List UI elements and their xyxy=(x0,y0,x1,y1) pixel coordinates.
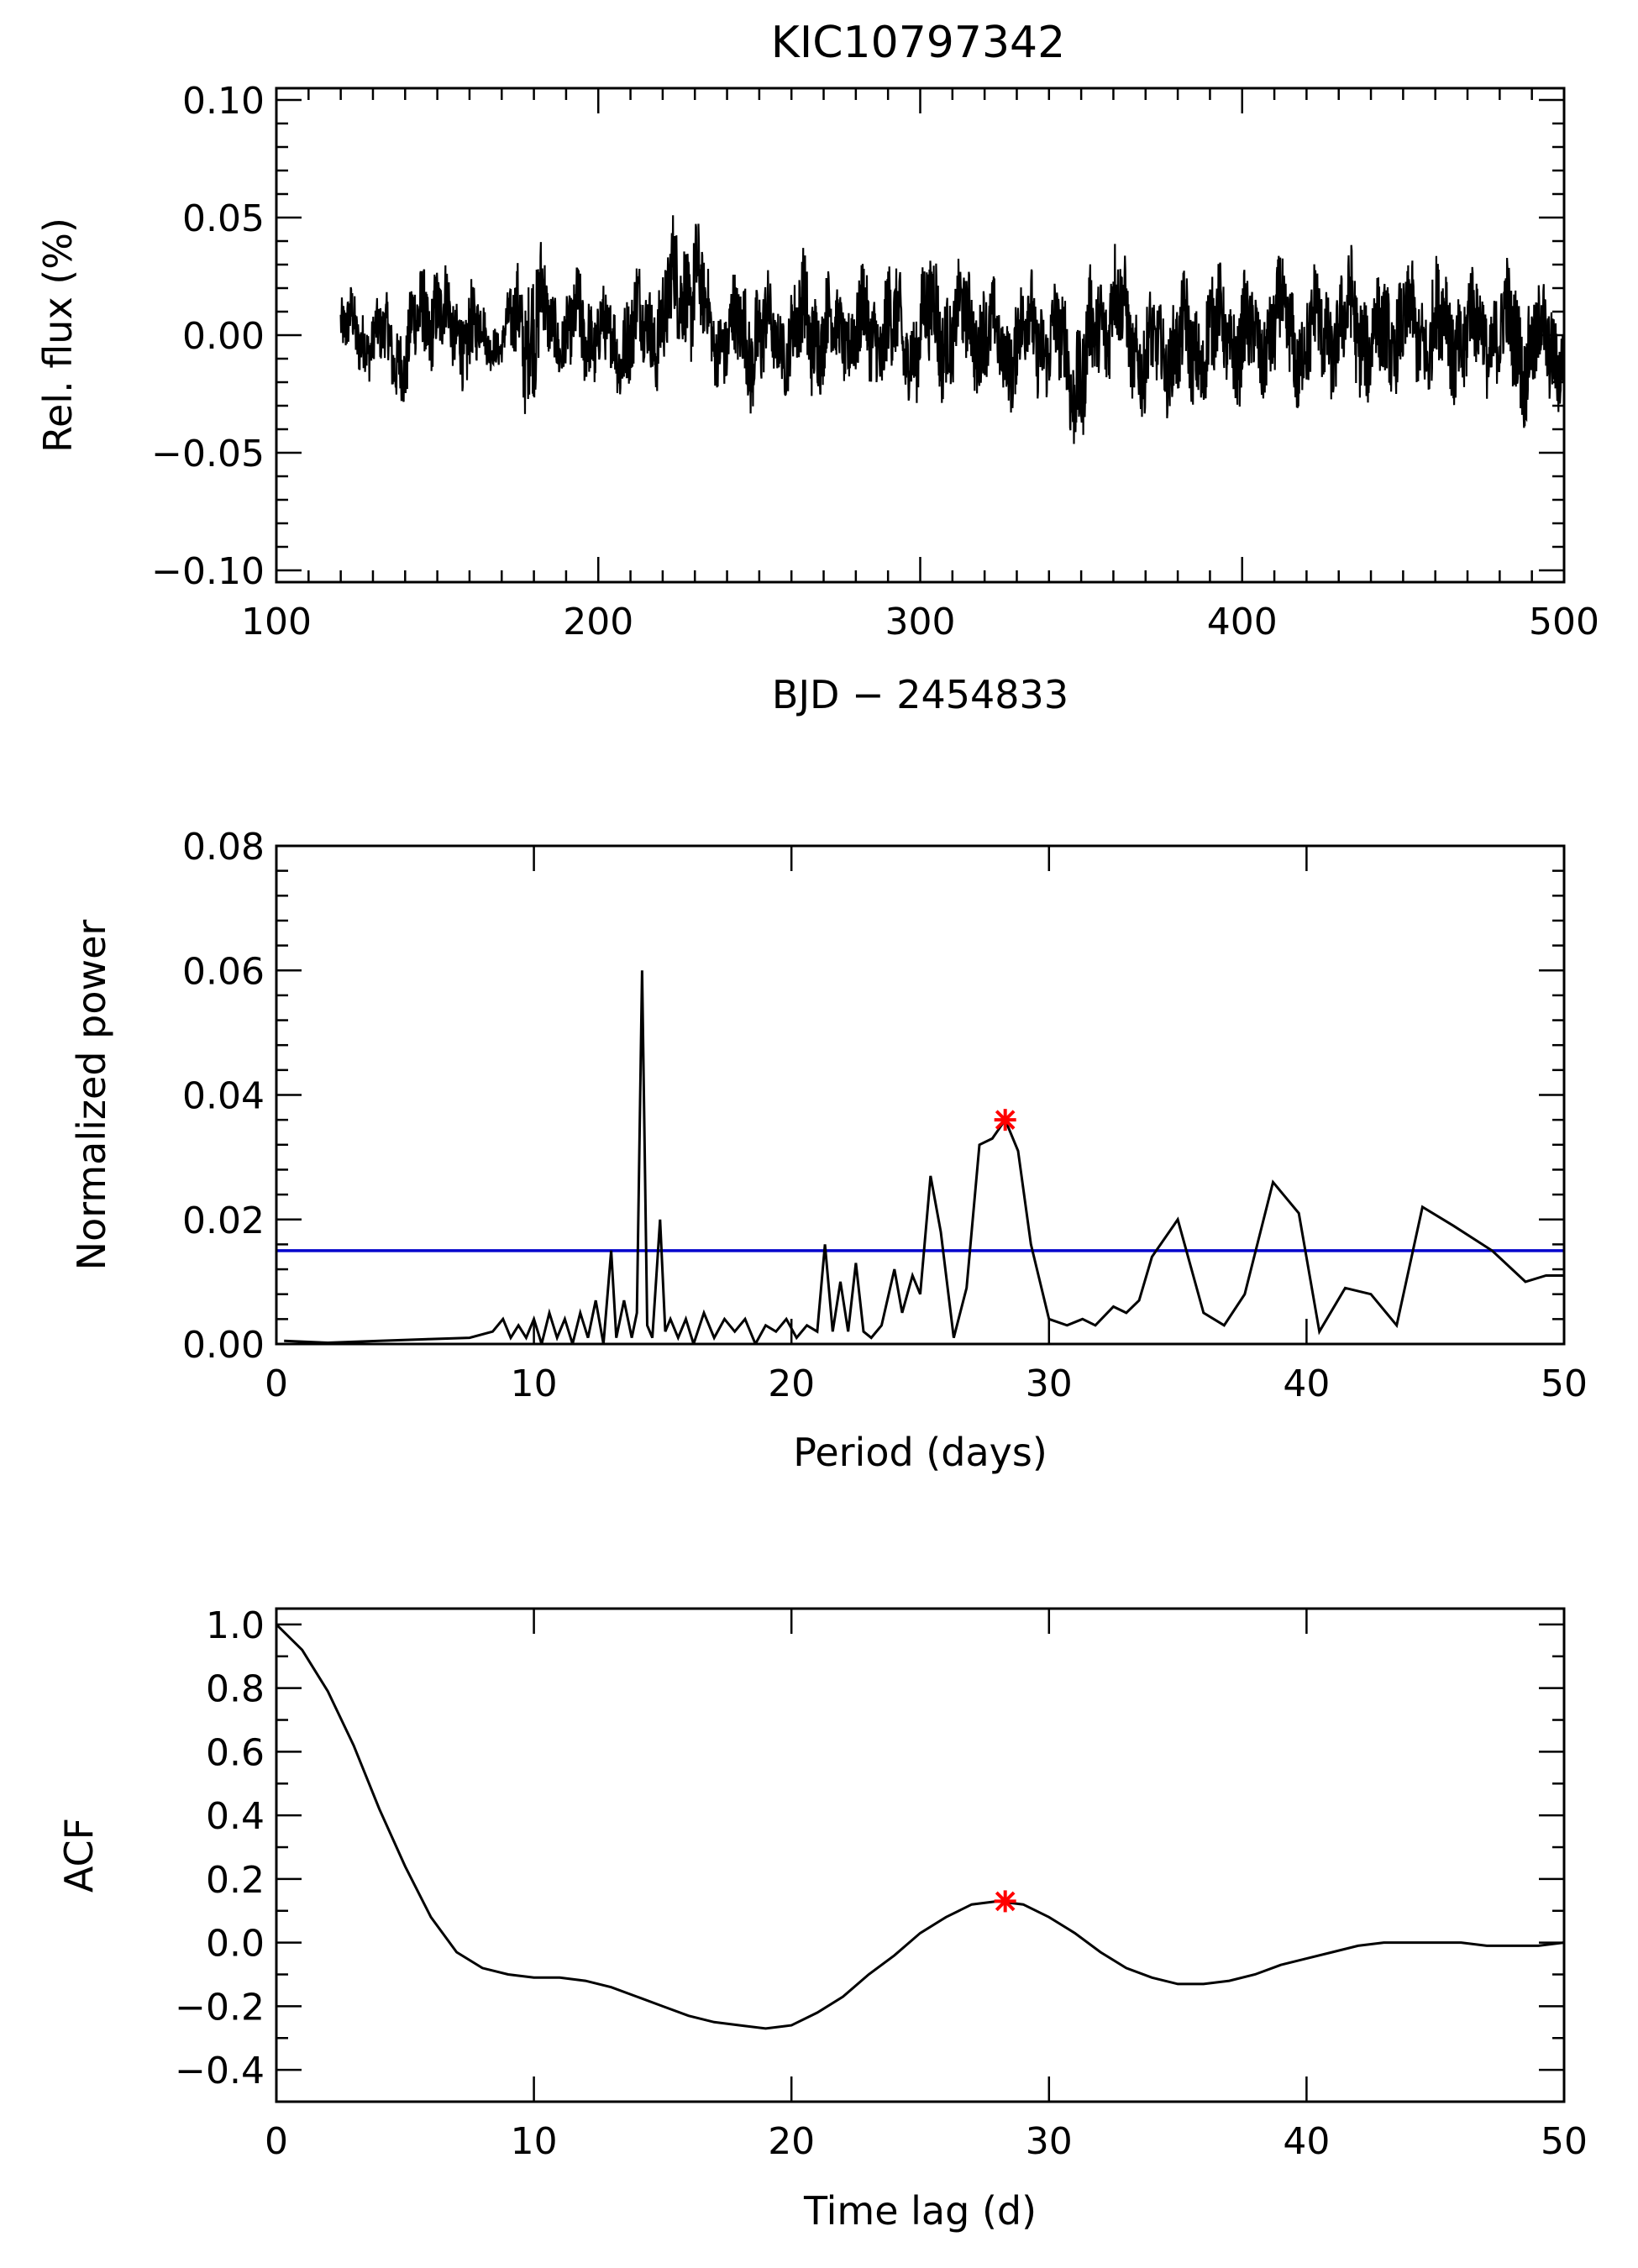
periodogram-plot-area xyxy=(276,970,1564,1344)
acf-peak-marker xyxy=(994,1890,1016,1913)
periodogram-x-tick-label: 20 xyxy=(768,1362,815,1405)
lightcurve-y-axis-label: Rel. flux (%) xyxy=(35,218,81,453)
lightcurve-y-tick-label: 0.00 xyxy=(182,315,265,358)
acf-x-tick-label: 20 xyxy=(768,2120,815,2163)
lightcurve-y-tick-label: 0.10 xyxy=(182,80,265,123)
acf-y-axis-label: ACF xyxy=(56,1818,102,1893)
lightcurve-axes: 100 200 300 400 500 −0.10 −0.05 0.00 0.05 0.10 xyxy=(151,80,1599,643)
acf-y-tick-label: −0.2 xyxy=(175,1986,265,2029)
periodogram-x-tick-label: 10 xyxy=(511,1362,558,1405)
lightcurve-series-line xyxy=(339,215,1564,444)
periodogram-panel: 0 10 20 30 40 50 0.00 0.02 0.04 0.06 0.08 Period (… xyxy=(69,826,1588,1475)
lightcurve-y-tick-label: −0.10 xyxy=(151,550,265,593)
acf-y-tick-label: 0.0 xyxy=(206,1923,265,1966)
acf-x-tick-label: 40 xyxy=(1283,2120,1330,2163)
figure-title: KIC10797342 xyxy=(771,18,1065,68)
periodogram-x-tick-label: 50 xyxy=(1541,1362,1588,1405)
acf-x-tick-label: 10 xyxy=(511,2120,558,2163)
acf-y-tick-label: 1.0 xyxy=(206,1604,265,1647)
lightcurve-x-tick-label: 500 xyxy=(1529,601,1599,643)
periodogram-x-tick-label: 30 xyxy=(1026,1362,1073,1405)
lightcurve-y-tick-label: −0.05 xyxy=(151,433,265,475)
lightcurve-x-tick-label: 400 xyxy=(1207,601,1278,643)
periodogram-y-tick-label: 0.08 xyxy=(182,826,265,869)
acf-x-axis-label: Time lag (d) xyxy=(803,2188,1037,2234)
periodogram-y-axis-label: Normalized power xyxy=(69,920,114,1271)
acf-panel: 0 10 20 30 40 50 −0.4 −0.2 0.0 0.2 0.4 0.6 0.8 1.0 Ti… xyxy=(56,1604,1588,2234)
periodogram-x-axis-label: Period (days) xyxy=(793,1430,1047,1475)
periodogram-y-tick-label: 0.02 xyxy=(182,1200,265,1242)
acf-y-tick-label: 0.4 xyxy=(206,1795,265,1838)
acf-x-tick-label: 30 xyxy=(1026,2120,1073,2163)
periodogram-y-tick-label: 0.04 xyxy=(182,1075,265,1118)
lightcurve-x-axis-label: BJD − 2454833 xyxy=(772,672,1068,717)
lightcurve-panel: 100 200 300 400 500 −0.10 −0.05 0.00 0.05 0.10 BJ… xyxy=(35,80,1599,717)
lightcurve-x-tick-label: 200 xyxy=(563,601,633,643)
acf-y-tick-label: −0.4 xyxy=(175,2050,265,2092)
acf-x-tick-label: 50 xyxy=(1541,2120,1588,2163)
acf-series-line xyxy=(276,1623,1564,2030)
periodogram-x-tick-label: 40 xyxy=(1283,1362,1330,1405)
acf-frame xyxy=(275,1607,1566,2103)
periodogram-x-tick-label: 0 xyxy=(265,1362,288,1405)
acf-x-tick-label: 0 xyxy=(265,2120,288,2163)
acf-plot-area xyxy=(276,1623,1564,2030)
periodogram-y-tick-label: 0.06 xyxy=(182,950,265,993)
periodogram-y-tick-label: 0.00 xyxy=(182,1324,265,1367)
lightcurve-x-tick-label: 300 xyxy=(885,601,956,643)
periodogram-series-line xyxy=(284,970,1564,1344)
lightcurve-y-tick-label: 0.05 xyxy=(182,197,265,240)
acf-y-tick-label: 0.6 xyxy=(206,1731,265,1774)
periodogram-peak-marker xyxy=(994,1109,1016,1131)
acf-axes: 0 10 20 30 40 50 −0.4 −0.2 0.0 0.2 0.4 0.6 0.8 1.0 xyxy=(175,1604,1588,2163)
lightcurve-plot-area xyxy=(339,215,1564,444)
acf-y-tick-label: 0.8 xyxy=(206,1668,265,1711)
lightcurve-x-tick-label: 100 xyxy=(241,601,312,643)
acf-y-tick-label: 0.2 xyxy=(206,1859,265,1902)
periodogram-axes: 0 10 20 30 40 50 0.00 0.02 0.04 0.06 0.08 xyxy=(182,826,1588,1405)
